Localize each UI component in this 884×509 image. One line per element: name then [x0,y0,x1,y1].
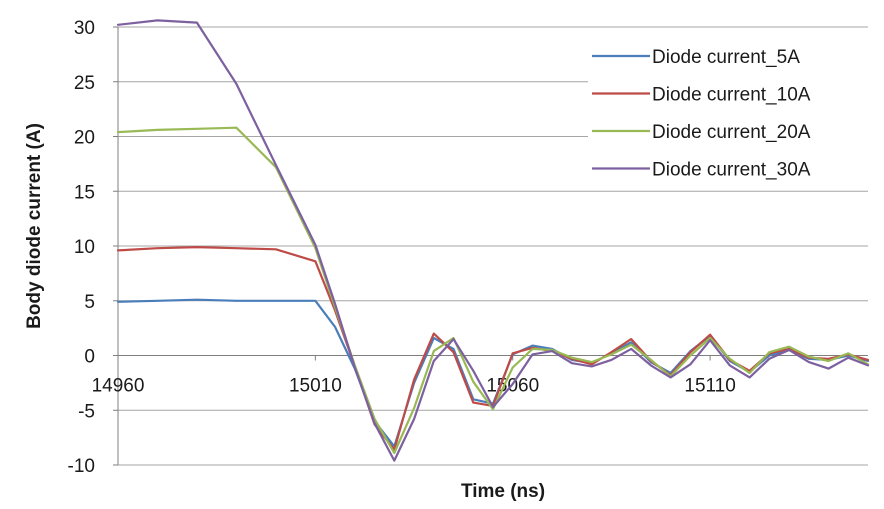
legend-label-4: Diode current_30A [652,160,811,181]
y-tick-label: 25 [74,73,95,94]
series-line-2 [116,246,870,451]
legend: Diode current_5A Diode current_10A Diode c… [588,40,868,183]
legend-label-1: Diode current_5A [652,47,800,68]
series-lines [116,19,870,462]
y-tick-label: 5 [84,292,95,313]
x-axis-title: Time (ns) [461,481,545,502]
y-tick-label: 20 [74,128,95,149]
legend-label-2: Diode current_10A [652,85,811,106]
series-line-4 [116,19,870,462]
y-tick-labels: 30 25 20 15 10 5 0 -5 -10 [68,18,95,477]
x-tick-label: 15060 [486,376,539,397]
axes [113,26,868,466]
x-tick-label: 14960 [92,376,145,397]
x-tick-labels: 14960 15010 15060 15110 [92,376,736,397]
y-axis-title: Body diode current (A) [24,123,45,329]
y-tick-label: -5 [78,401,95,422]
x-tick-label: 15110 [684,376,735,397]
legend-label-3: Diode current_20A [652,122,811,143]
y-tick-label: 30 [74,18,95,39]
y-tick-label: 15 [74,182,95,203]
y-tick-label: -10 [68,456,95,477]
y-tick-label: 10 [74,237,95,258]
y-tick-label: 0 [84,347,95,368]
x-tick-label: 15010 [289,376,342,397]
